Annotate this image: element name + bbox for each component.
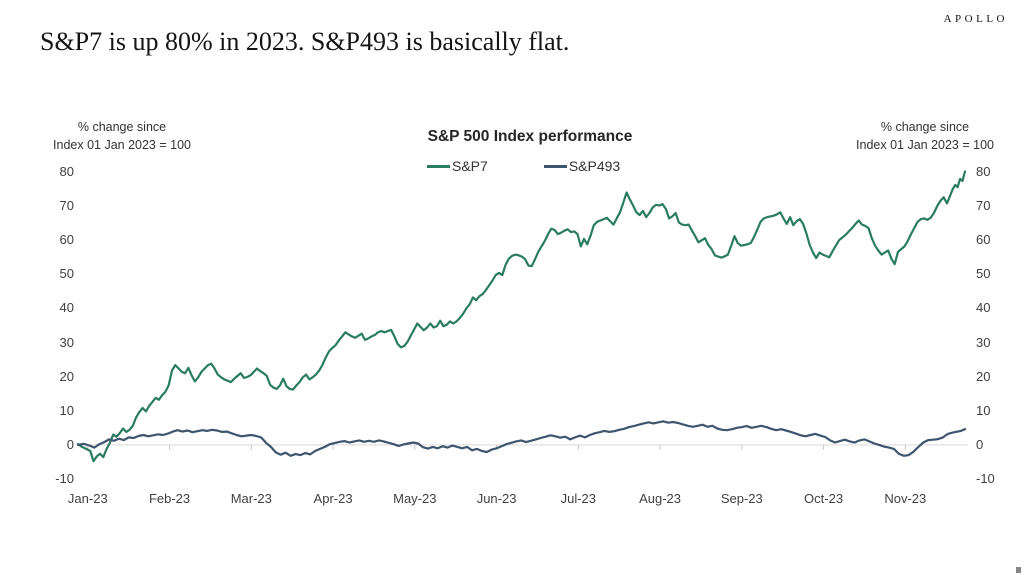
y-axis-note-left: % change since Index 01 Jan 2023 = 100	[36, 118, 208, 154]
corner-artifact	[1016, 567, 1021, 573]
legend-label-sp493: S&P493	[568, 158, 621, 174]
y-axis-note-right-line1: % change since	[880, 120, 970, 134]
y-axis-label-left-70: 70	[59, 198, 74, 214]
brand-wordmark: APOLLO	[943, 13, 1008, 25]
y-axis-label-left-50: 50	[59, 266, 74, 282]
y-axis-label-left-80: 80	[59, 164, 74, 180]
y-axis-label-right-10: 10	[976, 402, 991, 418]
page-title: S&P7 is up 80% in 2023. S&P493 is basica…	[40, 27, 570, 56]
y-axis-label-left-40: 40	[59, 300, 74, 316]
y-axis-label-right-50: 50	[976, 266, 991, 282]
y-axis-label-right--10: -10	[976, 470, 995, 486]
y-axis-label-right-70: 70	[976, 198, 991, 214]
y-axis-label-left-0: 0	[66, 436, 74, 452]
sp7-line-swatch	[427, 164, 450, 168]
x-axis-label-May-23: May-23	[393, 491, 437, 506]
chart-title: S&P 500 Index performance	[427, 128, 633, 145]
y-axis-label-right-20: 20	[976, 368, 991, 384]
y-axis-note-right-line2: Index 01 Jan 2023 = 100	[856, 138, 994, 152]
x-axis-label-Feb-23: Feb-23	[148, 491, 191, 506]
x-axis-label-Oct-23: Oct-23	[804, 491, 844, 506]
legend-label-sp7: S&P7	[452, 158, 488, 174]
y-axis-label-right-0: 0	[976, 436, 984, 452]
y-axis-label-left-30: 30	[59, 334, 74, 350]
x-axis-label-Sep-23: Sep-23	[720, 491, 763, 506]
y-axis-label-left-20: 20	[59, 368, 74, 384]
sp493-line-swatch	[543, 164, 567, 168]
x-axis-label-Jul-23: Jul-23	[560, 491, 597, 506]
x-axis-label-Aug-23: Aug-23	[639, 491, 682, 506]
chart-legend: S&P7 S&P493	[427, 158, 620, 174]
y-axis-label-left-60: 60	[59, 232, 74, 248]
x-axis-label-Nov-23: Nov-23	[884, 491, 927, 506]
y-axis-label-left--10: -10	[55, 470, 74, 486]
x-axis-label-Jan-23: Jan-23	[67, 491, 108, 506]
series-line-sp493	[76, 420, 967, 457]
y-axis-label-right-30: 30	[976, 334, 991, 350]
y-axis-note-right: % change since Index 01 Jan 2023 = 100	[839, 118, 1011, 154]
legend-item-sp493: S&P493	[543, 158, 621, 174]
x-axis-label-Apr-23: Apr-23	[313, 491, 353, 506]
y-axis-label-right-80: 80	[976, 164, 991, 180]
x-axis-label-Mar-23: Mar-23	[230, 491, 272, 506]
y-axis-label-right-40: 40	[976, 300, 991, 316]
y-axis-note-left-line2: Index 01 Jan 2023 = 100	[53, 138, 191, 152]
legend-item-sp7: S&P7	[427, 158, 488, 174]
y-axis-note-left-line1: % change since	[77, 120, 167, 134]
series-line-sp7	[76, 170, 967, 463]
y-axis-label-right-60: 60	[976, 232, 991, 248]
x-axis-label-Jun-23: Jun-23	[476, 491, 517, 506]
y-axis-label-left-10: 10	[59, 402, 74, 418]
